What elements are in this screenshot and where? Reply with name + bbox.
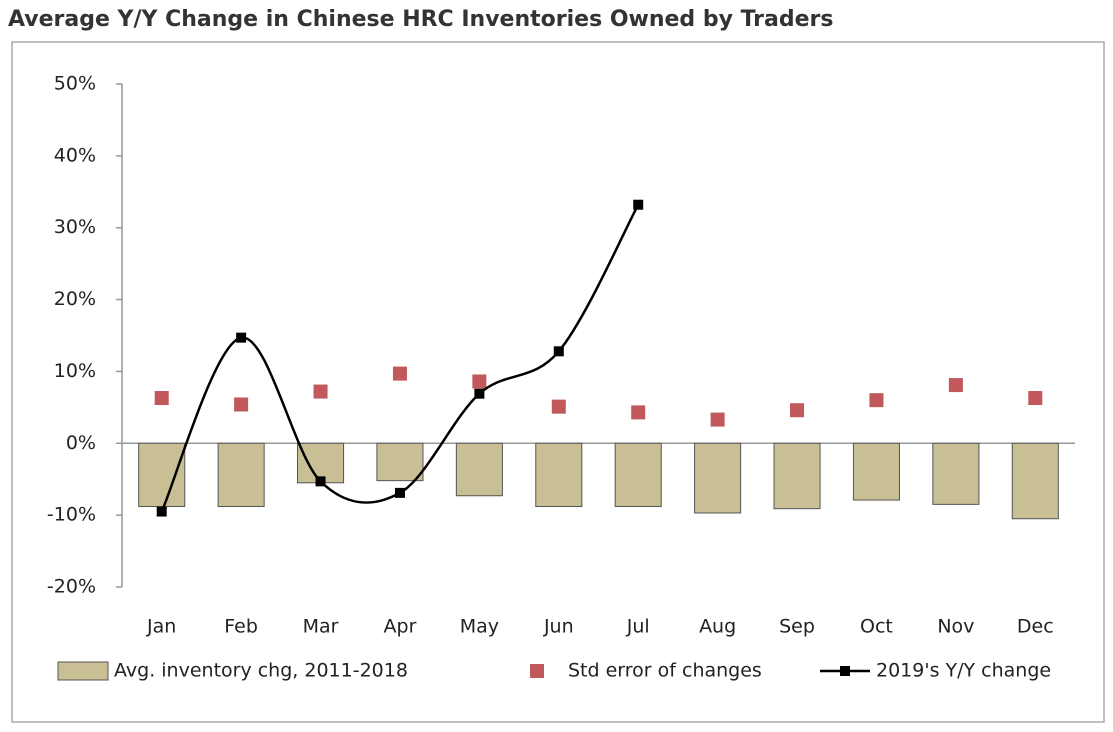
legend-label: Avg. inventory chg, 2011-2018 (114, 660, 408, 682)
marker (392, 366, 407, 381)
marker (869, 393, 884, 408)
x-tick-label: Aug (699, 616, 736, 638)
x-tick-label: Feb (224, 616, 258, 638)
bar (376, 442, 424, 482)
marker (313, 384, 328, 399)
x-tick-label: May (460, 616, 499, 638)
x-tick-label: Oct (860, 616, 893, 638)
x-tick-label: Nov (937, 616, 974, 638)
line-point (156, 506, 167, 517)
y-tick-label: 50% (54, 73, 96, 95)
bar (455, 442, 503, 497)
x-tick-label: Mar (303, 616, 339, 638)
line-point (315, 476, 326, 487)
y-tick-label: 0% (66, 432, 96, 454)
x-tick-label: Dec (1017, 616, 1054, 638)
y-tick-label: 10% (54, 360, 96, 382)
y-tick-label: 40% (54, 144, 96, 166)
y-tick-label: -20% (47, 576, 96, 598)
marker (234, 397, 249, 412)
line-point (553, 346, 564, 357)
marker (154, 391, 169, 406)
marker (631, 405, 646, 420)
y-tick-label: -10% (47, 504, 96, 526)
legend-label: Std error of changes (568, 660, 762, 682)
chart-frame (11, 41, 1105, 723)
line-point (236, 332, 247, 343)
x-tick-label: Sep (779, 616, 815, 638)
x-tick-label: Jun (543, 616, 574, 638)
line-point (633, 199, 644, 210)
bar (852, 442, 900, 501)
chart-title: Average Y/Y Change in Chinese HRC Invent… (8, 7, 833, 32)
legend-swatch (530, 664, 544, 678)
legend-swatch (57, 661, 109, 681)
bar (297, 442, 345, 484)
marker (710, 412, 725, 427)
x-tick-label: Apr (384, 616, 417, 638)
bar (217, 442, 265, 508)
marker (948, 378, 963, 393)
marker (472, 374, 487, 389)
marker (1028, 391, 1043, 406)
bar (614, 442, 662, 508)
y-tick-label: 20% (54, 288, 96, 310)
bar (535, 442, 583, 508)
marker (790, 403, 805, 418)
bar (694, 442, 742, 514)
line-point (394, 487, 405, 498)
bar (138, 442, 186, 508)
bar (773, 442, 821, 510)
marker (551, 399, 566, 414)
y-tick-label: 30% (54, 216, 96, 238)
bar (1011, 442, 1059, 520)
bar (932, 442, 980, 505)
line-point (474, 388, 485, 399)
x-tick-label: Jul (626, 616, 650, 638)
legend-swatch (840, 666, 850, 676)
x-tick-label: Jan (146, 616, 176, 638)
legend-label: 2019's Y/Y change (876, 660, 1051, 682)
